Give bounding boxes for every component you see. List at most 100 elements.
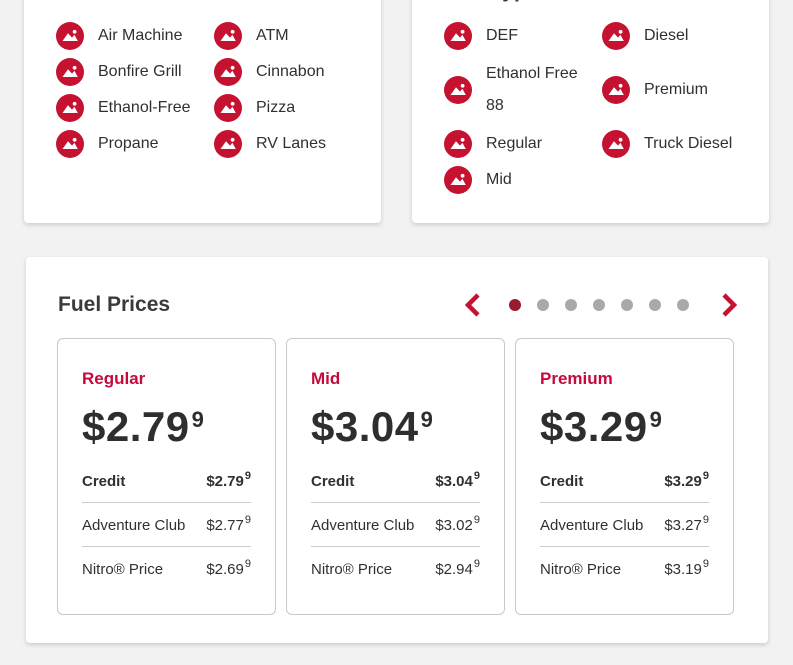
carousel-next-button[interactable] (721, 292, 738, 318)
amenity-label: RV Lanes (256, 135, 326, 152)
image-icon (214, 58, 242, 86)
image-icon (444, 76, 472, 104)
price-card-premium: Premium $3.299 Credit $3.299 Adventure C… (515, 338, 734, 615)
price-row-value: $2.799 (206, 470, 251, 490)
amenity-label: Air Machine (98, 27, 183, 44)
fuel-type-item: Diesel (602, 22, 753, 50)
price-row-value: $3.299 (664, 470, 709, 490)
price-row-value: $2.949 (435, 558, 480, 578)
price-row-nitro: Nitro® Price $3.199 (540, 547, 709, 590)
price-row-label: Nitro® Price (311, 561, 393, 578)
fuel-price: $2.799 (82, 403, 251, 451)
fuel-type-label: Ethanol Free 88 (486, 65, 578, 114)
carousel-dot[interactable] (621, 299, 633, 311)
price-rows: Credit $3.299 Adventure Club $3.279 Nitr… (540, 459, 709, 590)
image-icon (56, 130, 84, 158)
fuel-grade-name: Mid (311, 369, 341, 388)
amenity-label: Pizza (256, 99, 296, 116)
price-row-value: $3.279 (664, 514, 709, 534)
image-icon (56, 94, 84, 122)
image-icon (602, 130, 630, 158)
image-icon (56, 58, 84, 86)
price-row-adventure-club: Adventure Club $3.029 (311, 503, 480, 547)
amenity-item: ATM (214, 22, 365, 50)
carousel-dot[interactable] (509, 299, 521, 311)
image-icon (56, 22, 84, 50)
price-row-nitro: Nitro® Price $2.699 (82, 547, 251, 590)
price-row-label: Nitro® Price (82, 561, 164, 578)
fuel-type-label: DEF (486, 27, 518, 44)
image-icon (214, 94, 242, 122)
image-icon (602, 22, 630, 50)
image-icon (214, 130, 242, 158)
price-row-adventure-club: Adventure Club $2.779 (82, 503, 251, 547)
carousel-dot[interactable] (649, 299, 661, 311)
fuel-price-dollars: $3.04 (311, 403, 419, 450)
price-row-value: $3.029 (435, 514, 480, 534)
image-icon (214, 22, 242, 50)
fuel-type-item: Regular (444, 130, 602, 158)
price-row-nitro: Nitro® Price $2.949 (311, 547, 480, 590)
amenity-item: Cinnabon (214, 58, 365, 86)
amenities-card: Air Machine ATM Bonfire Grill Cinnabon E… (24, 0, 381, 223)
amenity-label: Cinnabon (256, 63, 325, 80)
fuel-type-label: Regular (486, 135, 543, 152)
amenity-item: Pizza (214, 94, 365, 122)
fuel-types-card: Fuel Types DEF Diesel Ethanol Free 88 Pr… (412, 0, 769, 223)
price-row-label: Adventure Club (540, 517, 644, 534)
fuel-price: $3.049 (311, 403, 480, 451)
carousel-dot[interactable] (565, 299, 577, 311)
price-cards: Regular $2.799 Credit $2.799 Adventure C… (57, 338, 734, 615)
carousel-dot[interactable] (593, 299, 605, 311)
fuel-type-item: DEF (444, 22, 602, 50)
price-card-regular: Regular $2.799 Credit $2.799 Adventure C… (57, 338, 276, 615)
fuel-price-sup: 9 (191, 407, 204, 432)
fuel-price-sup: 9 (420, 407, 433, 432)
fuel-prices-title: Fuel Prices (58, 293, 171, 316)
price-row-label: Adventure Club (82, 517, 186, 534)
price-rows: Credit $2.799 Adventure Club $2.779 Nitr… (82, 459, 251, 590)
fuel-type-label: Truck Diesel (644, 135, 733, 152)
price-card-mid: Mid $3.049 Credit $3.049 Adventure Club … (286, 338, 505, 615)
price-rows: Credit $3.049 Adventure Club $3.029 Nitr… (311, 459, 480, 590)
price-carousel (464, 292, 738, 318)
price-row-label: Credit (311, 473, 355, 490)
price-row-value: $3.199 (664, 558, 709, 578)
amenity-label: Propane (98, 135, 159, 152)
price-row-value: $3.049 (435, 470, 480, 490)
price-row-credit: Credit $3.049 (311, 459, 480, 503)
chevron-left-icon (464, 293, 480, 317)
fuel-type-item: Premium (602, 58, 753, 122)
fuel-types-list: DEF Diesel Ethanol Free 88 Premium Regul… (444, 22, 753, 194)
amenity-item: RV Lanes (214, 130, 365, 158)
fuel-type-label: Diesel (644, 27, 689, 44)
carousel-prev-button[interactable] (464, 292, 481, 318)
fuel-price-dollars: $2.79 (82, 403, 190, 450)
fuel-prices-card: Fuel Prices Regular $2.799 (26, 257, 768, 643)
fuel-type-label: Mid (486, 171, 512, 188)
chevron-right-icon (722, 293, 738, 317)
price-row-credit: Credit $3.299 (540, 459, 709, 503)
price-row-value: $2.779 (206, 514, 251, 534)
fuel-grade-name: Regular (82, 369, 146, 388)
fuel-price-sup: 9 (649, 407, 662, 432)
fuel-type-item: Ethanol Free 88 (444, 58, 602, 122)
price-row-label: Adventure Club (311, 517, 415, 534)
price-row-label: Credit (540, 473, 584, 490)
amenity-label: ATM (256, 27, 289, 44)
image-icon (444, 130, 472, 158)
fuel-type-item: Mid (444, 166, 602, 194)
carousel-dot[interactable] (537, 299, 549, 311)
fuel-price-dollars: $3.29 (540, 403, 648, 450)
price-row-label: Credit (82, 473, 126, 490)
image-icon (602, 76, 630, 104)
price-row-adventure-club: Adventure Club $3.279 (540, 503, 709, 547)
amenity-item: Ethanol-Free (56, 94, 214, 122)
image-icon (444, 22, 472, 50)
price-row-credit: Credit $2.799 (82, 459, 251, 503)
amenity-label: Ethanol-Free (98, 99, 191, 116)
fuel-price: $3.299 (540, 403, 709, 451)
fuel-type-label: Premium (644, 81, 709, 98)
amenity-item: Propane (56, 130, 214, 158)
carousel-dot[interactable] (677, 299, 689, 311)
